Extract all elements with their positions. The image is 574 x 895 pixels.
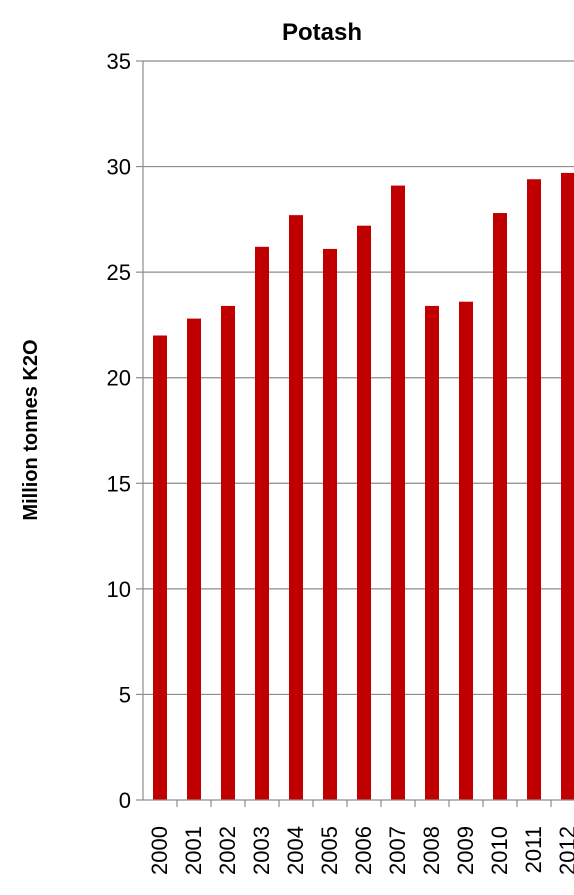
x-tick-label: 2004 [283, 826, 308, 875]
y-axis-label: Million tonnes K2O [20, 339, 42, 520]
x-tick-label: 2001 [181, 826, 206, 875]
bar-2008 [425, 305, 439, 800]
y-tick-label: 5 [119, 682, 131, 707]
y-tick-label: 20 [107, 366, 131, 391]
y-tick-label: 30 [107, 155, 131, 180]
x-tick-label: 2010 [487, 826, 512, 875]
chart-title: Potash [282, 19, 362, 46]
x-tick-label: 2003 [249, 826, 274, 875]
y-tick-label: 35 [107, 49, 131, 74]
y-tick-label: 15 [107, 471, 131, 496]
axes [136, 60, 574, 807]
bar-2009 [459, 301, 473, 800]
y-tick-labels: 0 5 10 15 20 25 30 35 [107, 49, 131, 813]
x-tick-label: 2012 [555, 826, 574, 875]
bar-2001 [187, 318, 201, 800]
bar-2002 [221, 305, 235, 800]
x-tick-label: 2002 [215, 826, 240, 875]
x-tick-label: 2008 [419, 826, 444, 875]
bar-2003 [255, 246, 269, 800]
bar-2005 [323, 248, 337, 801]
x-tick-label: 2009 [453, 826, 478, 875]
bar-2010 [493, 213, 507, 801]
bars [153, 172, 574, 801]
y-tick-label: 0 [119, 788, 131, 813]
x-tick-label: 2000 [147, 826, 172, 875]
y-tick-label: 10 [107, 577, 131, 602]
y-tick-label: 25 [107, 260, 131, 285]
bar-2004 [289, 215, 303, 801]
x-tick-label: 2005 [317, 826, 342, 875]
bar-2011 [527, 179, 541, 801]
bar-2000 [153, 335, 167, 800]
bar-2007 [391, 185, 405, 800]
x-tick-label: 2007 [385, 826, 410, 875]
bar-2006 [357, 225, 371, 801]
x-tick-label: 2011 [521, 826, 546, 873]
x-tick-label: 2006 [351, 826, 376, 875]
bar-2012 [561, 172, 574, 801]
x-tick-labels: 2000 2001 2002 2003 2004 2005 2006 2007 2008 2009… [147, 826, 574, 875]
